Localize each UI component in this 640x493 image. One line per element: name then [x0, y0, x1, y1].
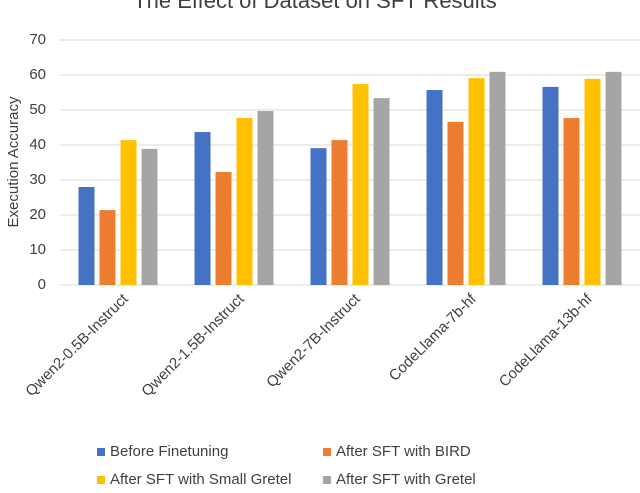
bar: [236, 118, 253, 285]
bar: [78, 187, 95, 285]
bar: [468, 78, 485, 286]
bar: [141, 148, 158, 285]
x-tick-label: CodeLlama-13b-hf: [496, 290, 596, 390]
legend-swatch: [97, 476, 105, 484]
y-tick-label: 50: [29, 101, 46, 118]
chart-title: The Effect of Dataset on SFT Results: [133, 0, 497, 13]
bar: [310, 148, 327, 285]
bar: [426, 90, 443, 285]
bar: [120, 140, 137, 285]
bar: [563, 118, 580, 285]
bar: [447, 121, 464, 286]
y-tick-label: 30: [29, 171, 46, 188]
bar: [215, 171, 232, 285]
legend-label: After SFT with BIRD: [336, 443, 471, 460]
bar: [352, 84, 369, 285]
y-tick-label: 70: [29, 31, 46, 48]
bar: [331, 140, 348, 285]
bar: [489, 71, 506, 285]
bar: [99, 210, 116, 285]
legend-label: After SFT with Small Gretel: [110, 471, 291, 488]
y-tick-label: 60: [29, 66, 46, 83]
y-tick-label: 20: [29, 206, 46, 223]
x-tick-label: CodeLlama-7b-hf: [386, 290, 481, 385]
y-tick-label: 0: [38, 276, 46, 293]
x-tick-label: Qwen2-0.5B-Instruct: [22, 290, 132, 400]
legend-swatch: [323, 448, 331, 456]
legend-swatch: [323, 476, 331, 484]
bar: [605, 71, 622, 285]
bar: [584, 78, 601, 285]
legend-swatch: [97, 448, 105, 456]
bar: [542, 86, 559, 286]
bar: [194, 132, 211, 285]
y-axis-label: Execution Accuracy: [5, 96, 22, 227]
bar: [373, 98, 390, 285]
x-tick-label: Qwen2-1.5B-Instruct: [138, 290, 248, 400]
bar: [257, 111, 274, 285]
x-tick-label: Qwen2-7B-Instruct: [263, 290, 364, 391]
y-tick-label: 40: [29, 136, 46, 153]
legend-label: After SFT with Gretel: [336, 471, 476, 488]
legend-label: Before Finetuning: [110, 443, 228, 460]
y-tick-label: 10: [29, 241, 46, 258]
